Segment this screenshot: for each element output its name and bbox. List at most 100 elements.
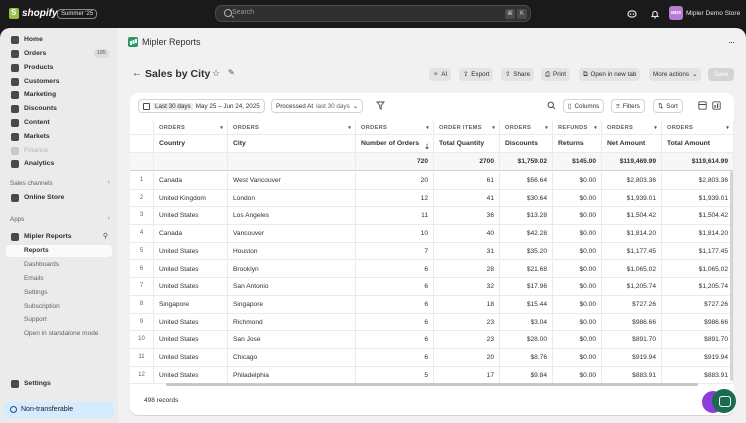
table-cell[interactable]: London <box>228 189 356 207</box>
table-cell[interactable]: 11 <box>356 207 434 225</box>
app-more-menu-icon[interactable]: ··· <box>728 37 735 47</box>
column-group-label[interactable]: ORDERS ▾ <box>228 121 356 134</box>
table-row[interactable]: 6 United States Brooklyn 6 28 $21.68 $0.00 $1,0… <box>130 260 734 279</box>
caret-down-icon[interactable]: ▾ <box>220 125 223 131</box>
table-cell[interactable]: 6 <box>356 313 434 331</box>
bell-icon[interactable] <box>650 9 660 19</box>
table-cell[interactable]: United States <box>154 313 228 331</box>
table-cell[interactable]: $1,177.45 <box>662 242 734 260</box>
table-cell[interactable]: $0.00 <box>553 207 602 225</box>
caret-down-icon[interactable]: ▾ <box>426 125 429 131</box>
shopify-logo[interactable]: shopify <box>9 8 58 19</box>
table-cell[interactable]: 31 <box>434 242 500 260</box>
table-cell[interactable]: 23 <box>434 331 500 348</box>
sidebar-item-online-store[interactable]: Online Store <box>6 192 112 204</box>
table-cell[interactable]: $1,205.74 <box>602 278 662 295</box>
table-row[interactable]: 7 United States San Antonio 6 32 $17.96 $0.00 $… <box>130 278 734 296</box>
table-cell[interactable]: 18 <box>434 295 500 313</box>
table-cell[interactable]: $1,939.01 <box>602 189 662 207</box>
open-new-tab-button[interactable]: ⧉ Open in new tab <box>579 68 641 81</box>
table-cell[interactable]: $0.00 <box>553 242 602 260</box>
table-cell[interactable]: United States <box>154 349 228 366</box>
table-cell[interactable]: 20 <box>434 349 500 366</box>
table-cell[interactable]: 41 <box>434 189 500 207</box>
table-cell[interactable]: 10 <box>356 225 434 242</box>
table-cell[interactable]: $1,065.02 <box>662 260 734 278</box>
caret-down-icon[interactable]: ▾ <box>654 125 657 131</box>
sidebar-item-settings[interactable]: Settings <box>6 378 112 390</box>
column-header[interactable]: City <box>228 135 356 152</box>
table-cell[interactable]: $0.00 <box>553 349 602 366</box>
table-cell[interactable]: $17.96 <box>500 278 553 295</box>
horizontal-scrollbar[interactable] <box>166 383 698 386</box>
table-cell[interactable]: $0.00 <box>553 189 602 207</box>
table-cell[interactable]: $891.70 <box>662 331 734 348</box>
table-cell[interactable]: $2,803.36 <box>602 172 662 189</box>
table-cell[interactable]: 6 <box>356 349 434 366</box>
star-icon[interactable]: ☆ <box>212 68 221 78</box>
sidebar-item-analytics[interactable]: Analytics <box>6 158 112 170</box>
table-cell[interactable]: Houston <box>228 242 356 260</box>
table-cell[interactable]: $28.00 <box>500 331 553 348</box>
table-cell[interactable]: United States <box>154 278 228 295</box>
table-cell[interactable]: $1,814.20 <box>602 225 662 242</box>
chat-bubble-icon[interactable] <box>712 389 736 413</box>
sidebar-item-orders[interactable]: Orders 185 <box>6 48 112 60</box>
table-cell[interactable]: $891.70 <box>602 331 662 348</box>
table-cell[interactable]: Singapore <box>228 295 356 313</box>
table-cell[interactable]: $13.28 <box>500 207 553 225</box>
sidebar-item-home[interactable]: Home <box>6 34 112 46</box>
caret-down-icon[interactable]: ▾ <box>492 125 495 131</box>
table-cell[interactable]: Brooklyn <box>228 260 356 278</box>
sidebar-item-mipler-reports[interactable]: Mipler Reports ⚲ <box>6 231 112 243</box>
search-bar[interactable]: Search ⌘ K <box>215 5 531 22</box>
caret-down-icon[interactable]: ▾ <box>348 125 351 131</box>
table-cell[interactable]: $0.00 <box>553 278 602 295</box>
table-cell[interactable]: $0.00 <box>553 225 602 242</box>
column-header[interactable]: Total Quantity <box>434 135 500 152</box>
table-row[interactable]: 12 United States Philadelphia 5 17 $9.84 $0.00… <box>130 366 734 385</box>
search-icon[interactable] <box>547 101 556 110</box>
table-row[interactable]: 1 Canada West Vancouver 20 61 $56.64 $0.00 $2,8… <box>130 172 734 190</box>
column-header[interactable]: Discounts <box>500 135 553 152</box>
table-cell[interactable]: 6 <box>356 331 434 348</box>
table-cell[interactable]: $56.64 <box>500 172 553 189</box>
table-row[interactable]: 9 United States Richmond 6 23 $3.04 $0.00 $986.… <box>130 313 734 332</box>
table-cell[interactable]: $0.00 <box>553 172 602 189</box>
column-header[interactable]: Country <box>154 135 228 152</box>
table-cell[interactable]: United States <box>154 366 228 384</box>
table-cell[interactable]: West Vancouver <box>228 172 356 189</box>
sidebar-item-finance[interactable]: Finance <box>6 145 112 157</box>
table-cell[interactable]: United States <box>154 242 228 260</box>
table-cell[interactable]: $35.20 <box>500 242 553 260</box>
table-cell[interactable]: $727.26 <box>602 295 662 313</box>
table-cell[interactable]: Canada <box>154 225 228 242</box>
chevron-right-icon[interactable]: › <box>107 179 110 186</box>
pin-icon[interactable]: ⚲ <box>102 233 108 240</box>
table-cell[interactable]: United Kingdom <box>154 189 228 207</box>
sort-descending-icon[interactable]: ⇣ <box>424 144 430 151</box>
table-view-icon[interactable] <box>698 101 707 110</box>
ai-button[interactable]: ✧ AI <box>429 68 452 81</box>
table-row[interactable]: 5 United States Houston 7 31 $35.20 $0.00 $1,17… <box>130 242 734 261</box>
store-menu-button[interactable]: MDS Mipler Demo Store <box>669 6 740 20</box>
chevron-right-icon[interactable]: › <box>107 215 110 222</box>
column-group-label[interactable]: REFUNDS ▾ <box>553 121 602 134</box>
table-cell[interactable]: $0.00 <box>553 313 602 331</box>
table-cell[interactable]: Los Angeles <box>228 207 356 225</box>
caret-down-icon[interactable]: ▾ <box>726 125 729 131</box>
table-cell[interactable]: $1,814.20 <box>662 225 734 242</box>
column-header[interactable]: Number of Orders ⇣ <box>356 135 434 152</box>
table-cell[interactable]: 5 <box>356 366 434 384</box>
column-header[interactable]: Returns <box>553 135 602 152</box>
sort-button[interactable]: ⇅ Sort <box>653 99 683 113</box>
table-cell[interactable]: $1,939.01 <box>662 189 734 207</box>
sidebar-sub-subscription[interactable]: Subscription <box>6 301 112 313</box>
table-row[interactable]: 10 United States San Jose 6 23 $28.00 $0.00 $89… <box>130 331 734 349</box>
table-cell[interactable]: 17 <box>434 366 500 384</box>
sidebar-item-markets[interactable]: Markets <box>6 131 112 143</box>
table-cell[interactable]: Philadelphia <box>228 366 356 384</box>
table-row[interactable]: 4 Canada Vancouver 10 40 $42.28 $0.00 $1,814.20… <box>130 225 734 243</box>
sidebar-sub-dashboards[interactable]: Dashboards <box>6 259 112 271</box>
sidebar-item-customers[interactable]: Customers <box>6 76 112 88</box>
